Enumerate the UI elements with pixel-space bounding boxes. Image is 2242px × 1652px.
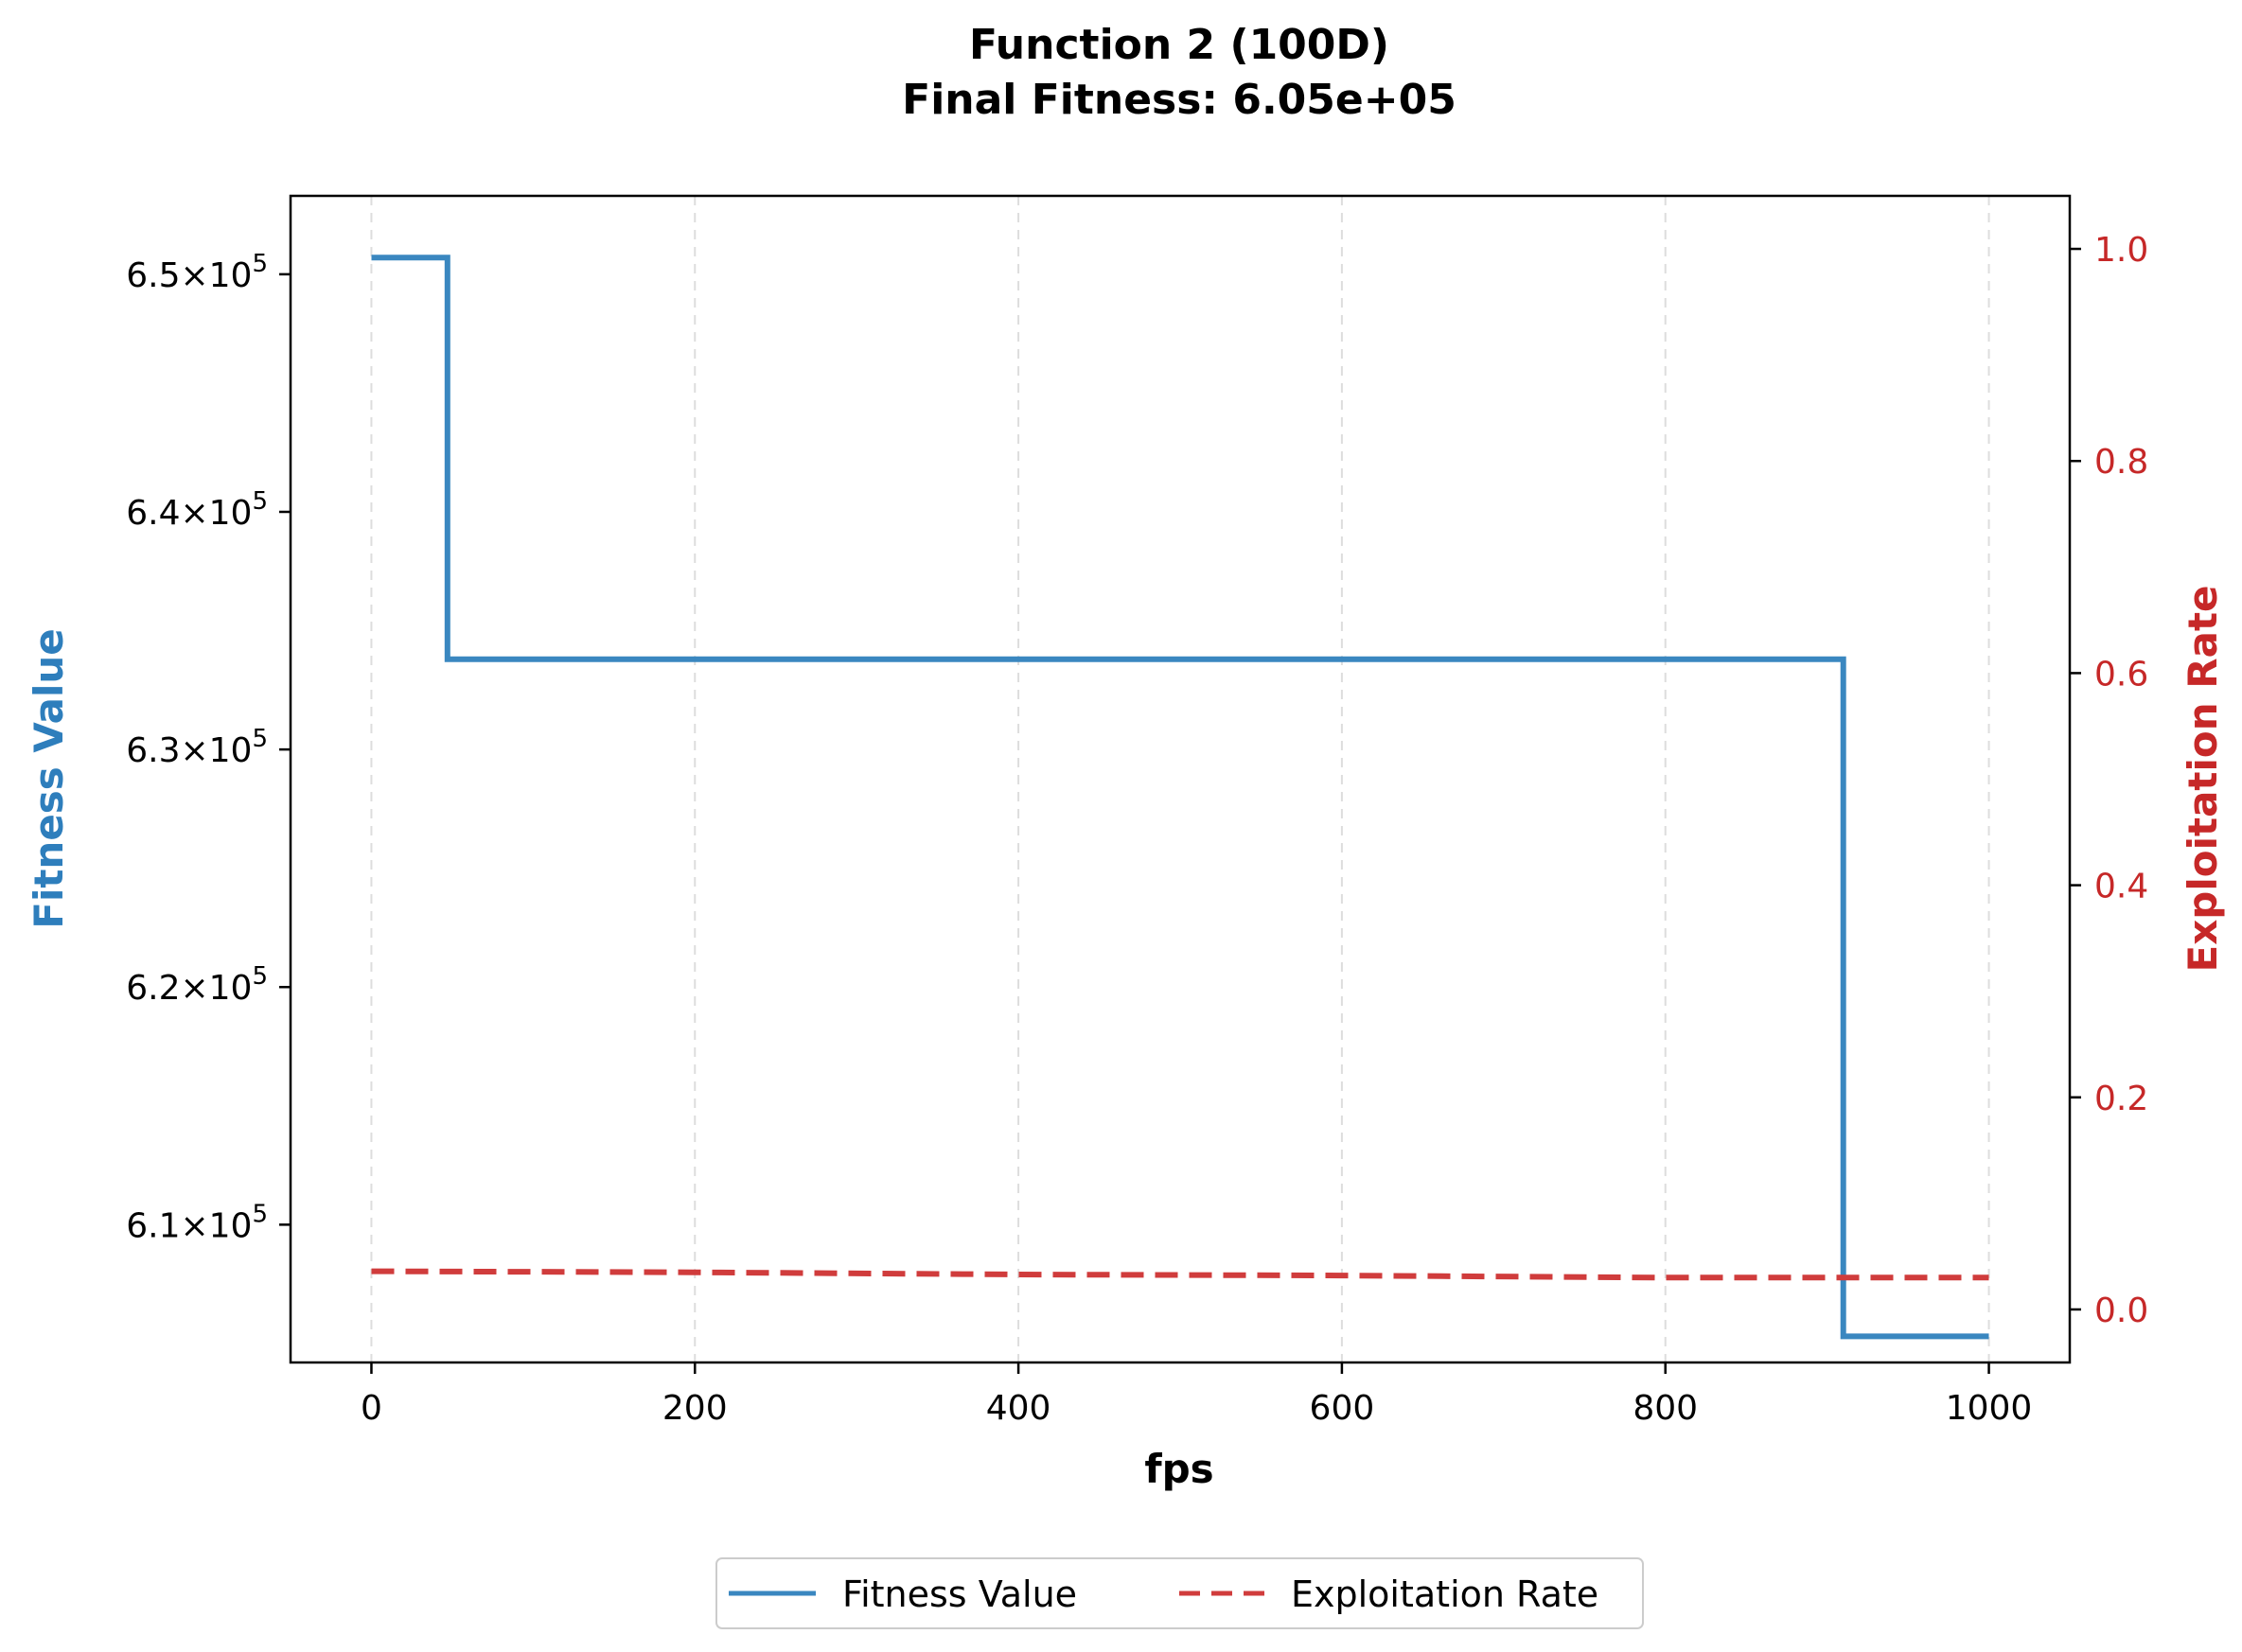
x-tick-label-0: 0 [361, 1389, 382, 1428]
y-right-tick-label-5: 1.0 [2094, 231, 2148, 270]
chart-subtitle: Final Fitness: 6.05e+05 [902, 76, 1456, 124]
legend-label-fitness-value: Fitness Value [842, 1573, 1077, 1615]
y-right-tick-label-4: 0.8 [2094, 443, 2148, 482]
series-line-exploitation-rate [371, 1268, 1989, 1281]
plot-area-frame [289, 194, 2072, 1364]
x-tick-label-2: 400 [986, 1389, 1051, 1428]
legend-label-exploitation-rate: Exploitation Rate [1291, 1573, 1598, 1615]
series-layer [371, 255, 1989, 1340]
legend: Fitness Value Exploitation Rate [715, 1557, 1644, 1629]
series-line-fitness-value [371, 255, 1989, 1340]
y-right-tick-label-2: 0.4 [2094, 868, 2148, 906]
y-left-tick-label-2: 6.3×105 [126, 725, 268, 770]
y-right-tick-label-1: 0.2 [2094, 1080, 2148, 1118]
chart-title: Function 2 (100D) [969, 21, 1389, 69]
y-left-tick-label-4: 6.5×105 [126, 250, 268, 295]
x-axis-label: fps [1144, 1446, 1213, 1492]
y-axis-left-label: Fitness Value [26, 628, 72, 929]
x-tick-label-3: 600 [1310, 1389, 1375, 1428]
grid-lines [370, 196, 1990, 1362]
y-axis-left: 6.1×105 6.2×105 6.3×105 6.4×105 6.5×105 [126, 250, 291, 1245]
x-tick-label-5: 1000 [1946, 1389, 2033, 1428]
y-left-tick-label-1: 6.2×105 [126, 962, 268, 1008]
y-right-tick-label-0: 0.0 [2094, 1292, 2148, 1330]
x-tick-label-4: 800 [1633, 1389, 1698, 1428]
y-axis-right: 0.0 0.2 0.4 0.6 0.8 1.0 [2070, 231, 2148, 1330]
y-left-tick-label-0: 6.1×105 [126, 1200, 268, 1245]
x-tick-label-1: 200 [662, 1389, 728, 1428]
y-right-tick-label-3: 0.6 [2094, 655, 2148, 694]
y-axis-right-label: Exploitation Rate [2180, 585, 2226, 972]
x-axis: 0 200 400 600 800 1000 [361, 1362, 2032, 1428]
y-left-tick-label-3: 6.4×105 [126, 487, 268, 533]
